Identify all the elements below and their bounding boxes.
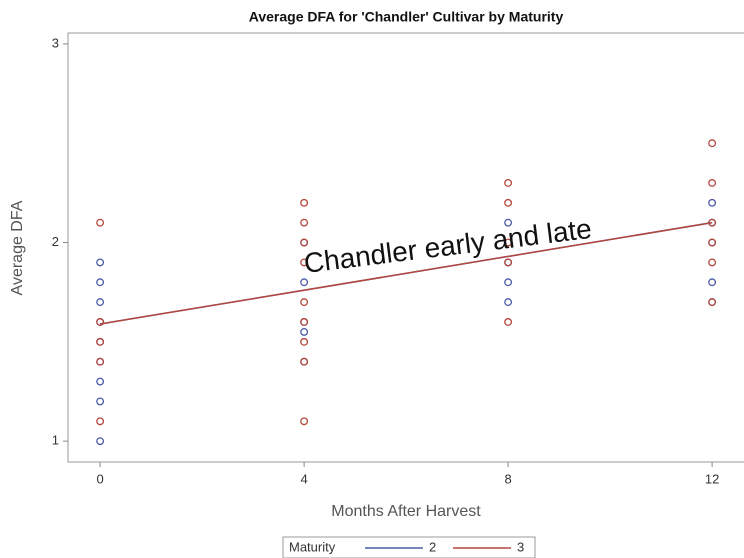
y-tick-label: 2 xyxy=(52,234,59,249)
plot-frame xyxy=(67,32,744,463)
point xyxy=(504,258,513,267)
point xyxy=(96,278,105,287)
point xyxy=(708,258,717,267)
legend-title: Maturity xyxy=(289,539,336,554)
point xyxy=(300,417,309,426)
point xyxy=(96,337,105,346)
point xyxy=(300,318,309,326)
point xyxy=(504,238,513,247)
point xyxy=(96,298,105,307)
point xyxy=(300,198,309,207)
point xyxy=(504,179,513,187)
annotation: Chandler early and late xyxy=(302,213,593,279)
point xyxy=(708,179,717,187)
x-tick-label: 12 xyxy=(705,471,719,486)
point xyxy=(300,357,309,366)
point xyxy=(300,298,309,307)
point xyxy=(300,238,309,247)
point xyxy=(96,437,105,446)
point xyxy=(504,218,513,227)
y-tick-label: 1 xyxy=(52,433,59,448)
chart-title: Average DFA for 'Chandler' Cultivar by M… xyxy=(249,9,564,25)
legend-label: 2 xyxy=(429,539,436,554)
y-tick-label: 3 xyxy=(52,35,59,50)
point xyxy=(504,318,513,326)
point xyxy=(708,139,717,148)
y-axis-label: Average DFA xyxy=(9,200,26,295)
point xyxy=(96,377,105,386)
legend-label: 3 xyxy=(517,539,524,554)
fit-line xyxy=(100,221,713,325)
point xyxy=(300,327,309,336)
point xyxy=(708,198,717,207)
point xyxy=(96,397,105,406)
point xyxy=(504,278,513,287)
x-axis-label: Months After Harvest xyxy=(331,503,481,520)
point xyxy=(96,258,105,267)
point xyxy=(300,337,309,346)
point xyxy=(96,417,105,426)
point xyxy=(708,238,717,247)
point xyxy=(300,278,309,287)
point xyxy=(96,318,105,326)
point xyxy=(300,258,309,267)
point xyxy=(708,278,717,287)
point xyxy=(300,218,309,227)
x-tick-label: 0 xyxy=(97,471,104,486)
x-tick-label: 4 xyxy=(301,471,308,486)
point xyxy=(504,298,513,307)
point xyxy=(504,198,513,207)
point xyxy=(708,298,717,307)
x-tick-label: 8 xyxy=(504,471,511,486)
point xyxy=(96,218,105,227)
point xyxy=(96,357,105,366)
